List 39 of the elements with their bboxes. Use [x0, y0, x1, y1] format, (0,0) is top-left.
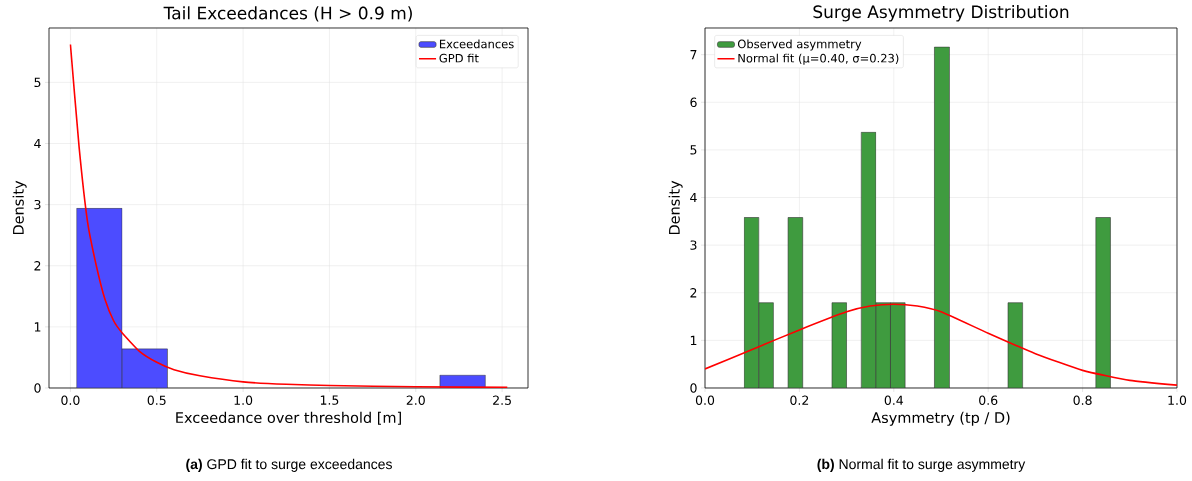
x-tick-label: 0.0: [61, 395, 80, 405]
chart-title: Surge Asymmetry Distribution: [813, 4, 1069, 22]
y-tick-label: 4: [34, 138, 41, 149]
legend-label: Observed asymmetry: [737, 39, 862, 51]
y-tick-label: 3: [34, 199, 41, 210]
x-tick-label: 0.2: [790, 395, 809, 405]
x-axis-title: Asymmetry (tp / D): [871, 411, 1010, 426]
x-tick-label: 0.8: [1073, 395, 1092, 405]
y-tick-label: 0: [690, 383, 697, 393]
line-series: [705, 303, 1177, 386]
legend-label: GPD fit: [439, 53, 479, 63]
y-tick-label: 1: [34, 322, 41, 332]
y-tick-label: 5: [34, 77, 41, 88]
y-tick-label: 7: [690, 50, 697, 60]
y-tick-label: 0: [34, 383, 41, 393]
y-tick-label: 2: [690, 288, 697, 298]
text: (a) GPD fit to surge exceedances: [186, 458, 392, 472]
text: (b) Normal fit to surge asymmetry: [817, 458, 1026, 472]
x-axis-title: Exceedance over threshold [m]: [176, 411, 401, 425]
y-tick-label: 4: [690, 192, 697, 203]
legend-label: Exceedances: [439, 39, 514, 49]
chart-title: Tail Exceedances (H > 0.9 m): [163, 6, 412, 22]
x-tick-label: 0.5: [147, 395, 166, 405]
y-tick-label: 6: [690, 97, 697, 107]
y-tick-label: 5: [690, 145, 697, 155]
legend-label: Normal fit (μ=0.40, σ=0.23): [738, 53, 899, 65]
y-tick-label: 1: [690, 335, 697, 345]
x-tick-label: 0.0: [695, 395, 715, 405]
y-axis-title: Density: [668, 180, 683, 235]
x-tick-label: 1.0: [1168, 395, 1187, 405]
y-tick-label: 3: [690, 240, 697, 250]
x-tick-label: 0.4: [884, 395, 904, 405]
y-axis-title: Density: [12, 180, 27, 235]
x-tick-label: 1.0: [234, 395, 253, 405]
x-tick-label: 2.5: [493, 395, 511, 405]
x-tick-label: 0.6: [979, 395, 998, 405]
y-tick-label: 2: [34, 261, 41, 271]
x-tick-label: 1.5: [320, 395, 339, 405]
x-tick-label: 2.0: [406, 395, 425, 405]
